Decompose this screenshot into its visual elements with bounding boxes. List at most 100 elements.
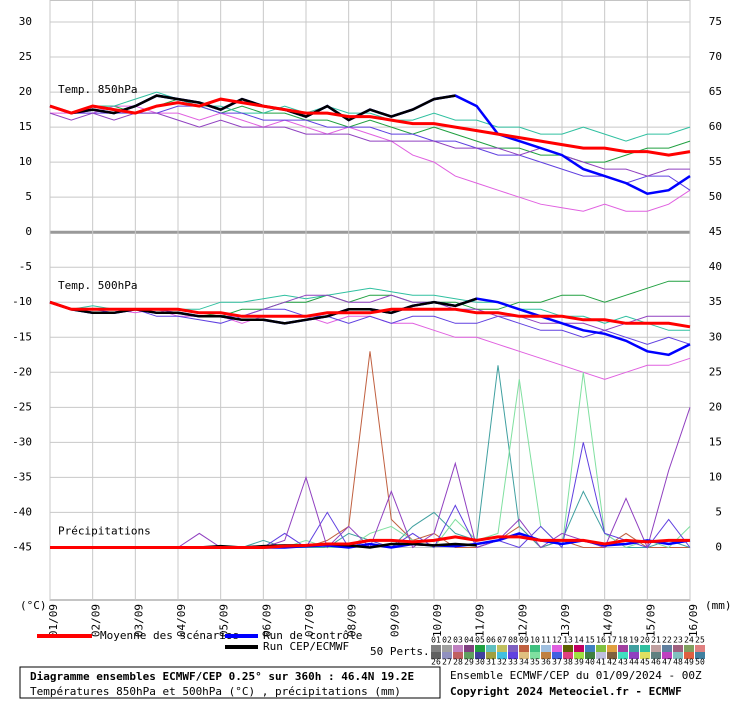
perturbation-swatch xyxy=(464,652,474,659)
y-tick-label: 10 xyxy=(19,155,32,168)
y2-tick-label: 40 xyxy=(709,260,722,273)
perturbation-swatch xyxy=(607,645,617,652)
y-tick-label: -40 xyxy=(12,505,32,518)
mean-line xyxy=(49,300,691,329)
perturbation-label: 22 xyxy=(662,636,672,645)
y2-tick-label: 45 xyxy=(709,225,722,238)
y-tick-label: -35 xyxy=(12,470,32,483)
perturbation-swatch xyxy=(596,652,606,659)
legend-label: Run CEP/ECMWF xyxy=(263,640,349,653)
x-tick-label: 15/09 xyxy=(644,604,657,637)
perturbation-label: 05 xyxy=(475,636,485,645)
panel-label: Précipitations xyxy=(58,524,151,537)
perturbation-label: 08 xyxy=(508,636,518,645)
y-tick-label: -20 xyxy=(12,365,32,378)
y-tick-label: 20 xyxy=(19,85,32,98)
perturbation-label: 32 xyxy=(497,658,507,667)
legend-label: Moyenne des scénarios xyxy=(100,629,239,642)
y2-tick-label: 60 xyxy=(709,120,722,133)
footer-run: Ensemble ECMWF/CEP du 01/09/2024 - 00Z xyxy=(450,669,702,682)
y-tick-label: -10 xyxy=(12,295,32,308)
perturbation-swatch xyxy=(519,645,529,652)
mean-line xyxy=(50,535,690,549)
y-tick-label: -25 xyxy=(12,400,32,413)
panel-label: Temp. 850hPa xyxy=(58,83,137,96)
perturbation-label: 48 xyxy=(673,658,683,667)
perturbation-swatch xyxy=(464,645,474,652)
footer-title: Diagramme ensembles ECMWF/CEP 0.25° sur … xyxy=(30,670,414,683)
perturbation-swatch xyxy=(585,652,595,659)
perturbation-label: 43 xyxy=(618,658,628,667)
perturbation-swatch xyxy=(453,652,463,659)
y-tick-label: -30 xyxy=(12,435,32,448)
footer-box xyxy=(19,666,441,699)
plot-layer: 302520151050-5-10-15-20-25-30-35-40-4575… xyxy=(12,0,722,637)
x-tick-label: 02/09 xyxy=(90,604,103,637)
perturbation-swatch xyxy=(662,652,672,659)
perturbation-swatch xyxy=(530,652,540,659)
member-line xyxy=(49,91,691,142)
y2-tick-label: 75 xyxy=(709,15,722,28)
perturbation-swatch xyxy=(695,645,705,652)
perturbation-swatch xyxy=(431,652,441,659)
y2-tick-label: 30 xyxy=(709,330,722,343)
perturbation-label: 13 xyxy=(563,636,573,645)
perturbation-label: 11 xyxy=(541,636,551,645)
footer-subtitle: Températures 850hPa et 500hPa (°C) , pré… xyxy=(30,685,401,698)
perturbation-swatch xyxy=(497,652,507,659)
perturbation-label: 12 xyxy=(552,636,562,645)
perturbation-label: 17 xyxy=(607,636,617,645)
panel-label: Temp. 500hPa xyxy=(58,279,137,292)
y2-tick-label: 50 xyxy=(709,190,722,203)
perturbation-label: 09 xyxy=(519,636,529,645)
perturbation-swatch xyxy=(629,652,639,659)
member-line xyxy=(50,372,691,549)
perturbation-swatch xyxy=(563,652,573,659)
perturbation-label: 16 xyxy=(596,636,606,645)
perturbation-swatch xyxy=(629,645,639,652)
x-tick-label: 05/09 xyxy=(218,604,231,637)
perturbation-label: 02 xyxy=(442,636,452,645)
perturbation-swatch xyxy=(486,652,496,659)
perturbation-label: 26 xyxy=(431,658,441,667)
perturbation-swatch xyxy=(695,652,705,659)
legend-label: Run de contrôle xyxy=(263,629,362,642)
perturbation-label: 35 xyxy=(530,658,540,667)
y2-tick-label: 0 xyxy=(715,540,722,553)
perturbations-label: 50 Perts. xyxy=(370,645,430,658)
y2-tick-label: 65 xyxy=(709,85,722,98)
perturbation-label: 25 xyxy=(695,636,705,645)
perturbation-swatch xyxy=(596,645,606,652)
y-tick-label: -5 xyxy=(19,260,32,273)
perturbation-label: 23 xyxy=(673,636,683,645)
perturbation-swatch xyxy=(442,645,452,652)
perturbation-swatch xyxy=(662,645,672,652)
perturbation-swatch xyxy=(574,645,584,652)
perturbation-swatch xyxy=(475,645,485,652)
perturbation-swatch xyxy=(684,652,694,659)
perturbation-label: 33 xyxy=(508,658,518,667)
perturbation-label: 39 xyxy=(574,658,584,667)
perturbation-label: 06 xyxy=(486,636,496,645)
y-tick-label: -45 xyxy=(12,540,32,553)
x-tick-label: 11/09 xyxy=(474,604,487,637)
x-tick-label: 12/09 xyxy=(516,604,529,637)
perturbation-swatch xyxy=(519,652,529,659)
plot-frame xyxy=(49,0,691,601)
perturbation-label: 24 xyxy=(684,636,694,645)
perturbation-swatch xyxy=(453,645,463,652)
perturbation-swatch xyxy=(508,652,518,659)
perturbation-label: 01 xyxy=(431,636,441,645)
perturbation-label: 45 xyxy=(640,658,650,667)
perturbation-label: 14 xyxy=(574,636,584,645)
perturbation-label: 46 xyxy=(651,658,661,667)
perturbation-label: 29 xyxy=(464,658,474,667)
y2-tick-label: 70 xyxy=(709,50,722,63)
perturbation-label: 03 xyxy=(453,636,463,645)
x-tick-label: 08/09 xyxy=(346,604,359,637)
perturbation-label: 41 xyxy=(596,658,606,667)
perturbation-swatch xyxy=(673,645,683,652)
perturbation-label: 34 xyxy=(519,658,529,667)
member-line xyxy=(49,112,690,177)
